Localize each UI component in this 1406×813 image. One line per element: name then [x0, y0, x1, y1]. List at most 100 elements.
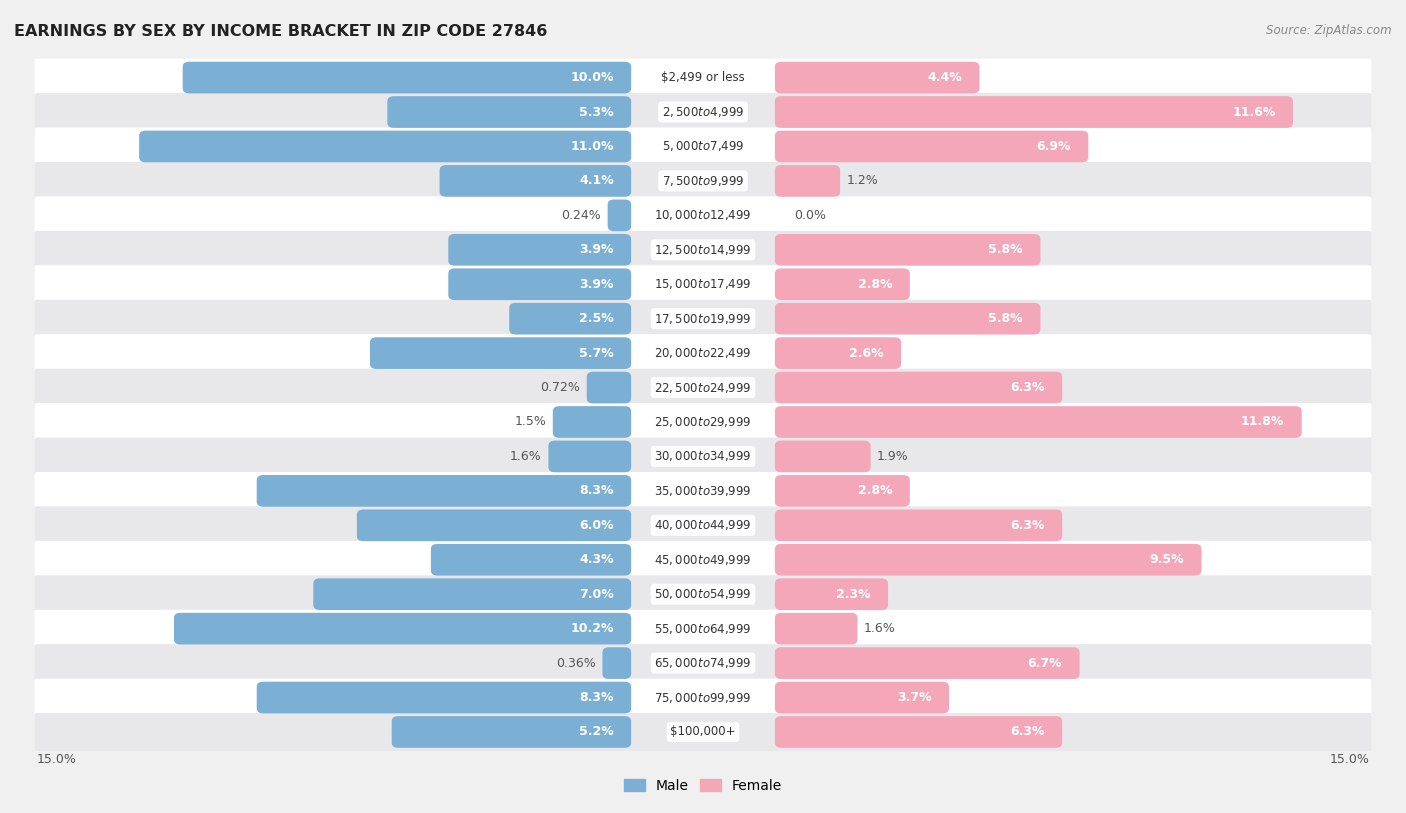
FancyBboxPatch shape — [449, 268, 631, 300]
Text: 9.5%: 9.5% — [1150, 554, 1184, 567]
Text: $20,000 to $22,499: $20,000 to $22,499 — [654, 346, 752, 360]
FancyBboxPatch shape — [553, 406, 631, 438]
FancyBboxPatch shape — [35, 713, 1371, 751]
Text: $75,000 to $99,999: $75,000 to $99,999 — [654, 690, 752, 705]
Text: 3.9%: 3.9% — [579, 243, 614, 256]
Text: 5.8%: 5.8% — [988, 243, 1024, 256]
FancyBboxPatch shape — [35, 403, 1371, 441]
Text: 5.8%: 5.8% — [988, 312, 1024, 325]
Text: $5,000 to $7,499: $5,000 to $7,499 — [662, 140, 744, 154]
FancyBboxPatch shape — [775, 268, 910, 300]
Text: 1.6%: 1.6% — [865, 622, 896, 635]
FancyBboxPatch shape — [183, 62, 631, 93]
Text: 10.2%: 10.2% — [571, 622, 614, 635]
FancyBboxPatch shape — [257, 681, 631, 713]
Text: 10.0%: 10.0% — [571, 71, 614, 84]
Text: 8.3%: 8.3% — [579, 691, 614, 704]
Text: 6.3%: 6.3% — [1011, 381, 1045, 394]
Text: $2,500 to $4,999: $2,500 to $4,999 — [662, 105, 744, 119]
Text: 8.3%: 8.3% — [579, 485, 614, 498]
FancyBboxPatch shape — [607, 199, 631, 231]
FancyBboxPatch shape — [35, 679, 1371, 716]
FancyBboxPatch shape — [35, 128, 1371, 165]
FancyBboxPatch shape — [586, 372, 631, 403]
FancyBboxPatch shape — [35, 265, 1371, 303]
Text: $22,500 to $24,999: $22,500 to $24,999 — [654, 380, 752, 394]
Text: 5.3%: 5.3% — [579, 106, 614, 119]
Text: 6.0%: 6.0% — [579, 519, 614, 532]
FancyBboxPatch shape — [35, 506, 1371, 544]
Text: $55,000 to $64,999: $55,000 to $64,999 — [654, 622, 752, 636]
Text: $12,500 to $14,999: $12,500 to $14,999 — [654, 243, 752, 257]
FancyBboxPatch shape — [430, 544, 631, 576]
FancyBboxPatch shape — [35, 610, 1371, 648]
FancyBboxPatch shape — [775, 372, 1062, 403]
Text: 6.7%: 6.7% — [1028, 657, 1062, 670]
Text: 3.7%: 3.7% — [897, 691, 932, 704]
FancyBboxPatch shape — [775, 62, 980, 93]
Text: $2,499 or less: $2,499 or less — [661, 71, 745, 84]
FancyBboxPatch shape — [775, 337, 901, 369]
FancyBboxPatch shape — [775, 647, 1080, 679]
Text: 4.3%: 4.3% — [579, 554, 614, 567]
Text: 2.8%: 2.8% — [858, 485, 893, 498]
Text: $15,000 to $17,499: $15,000 to $17,499 — [654, 277, 752, 291]
Text: 4.1%: 4.1% — [579, 175, 614, 188]
Text: 5.7%: 5.7% — [579, 346, 614, 359]
FancyBboxPatch shape — [775, 578, 889, 610]
FancyBboxPatch shape — [775, 234, 1040, 266]
Text: 0.24%: 0.24% — [561, 209, 602, 222]
Text: 1.6%: 1.6% — [510, 450, 541, 463]
FancyBboxPatch shape — [314, 578, 631, 610]
Text: 6.3%: 6.3% — [1011, 519, 1045, 532]
Text: $40,000 to $44,999: $40,000 to $44,999 — [654, 519, 752, 533]
Text: 4.4%: 4.4% — [928, 71, 962, 84]
FancyBboxPatch shape — [775, 302, 1040, 334]
Text: 2.5%: 2.5% — [579, 312, 614, 325]
FancyBboxPatch shape — [775, 681, 949, 713]
Text: 0.72%: 0.72% — [540, 381, 581, 394]
FancyBboxPatch shape — [35, 644, 1371, 682]
Text: $45,000 to $49,999: $45,000 to $49,999 — [654, 553, 752, 567]
Text: EARNINGS BY SEX BY INCOME BRACKET IN ZIP CODE 27846: EARNINGS BY SEX BY INCOME BRACKET IN ZIP… — [14, 24, 547, 39]
Text: $10,000 to $12,499: $10,000 to $12,499 — [654, 208, 752, 222]
FancyBboxPatch shape — [35, 472, 1371, 510]
FancyBboxPatch shape — [548, 441, 631, 472]
Text: $100,000+: $100,000+ — [671, 725, 735, 738]
FancyBboxPatch shape — [509, 302, 631, 334]
FancyBboxPatch shape — [602, 647, 631, 679]
Text: 7.0%: 7.0% — [579, 588, 614, 601]
FancyBboxPatch shape — [35, 576, 1371, 613]
FancyBboxPatch shape — [35, 334, 1371, 372]
Text: 2.6%: 2.6% — [849, 346, 884, 359]
Text: 2.3%: 2.3% — [837, 588, 870, 601]
FancyBboxPatch shape — [35, 437, 1371, 476]
Text: $7,500 to $9,999: $7,500 to $9,999 — [662, 174, 744, 188]
Text: $65,000 to $74,999: $65,000 to $74,999 — [654, 656, 752, 670]
FancyBboxPatch shape — [357, 510, 631, 541]
FancyBboxPatch shape — [35, 59, 1371, 97]
FancyBboxPatch shape — [775, 716, 1062, 748]
Text: $17,500 to $19,999: $17,500 to $19,999 — [654, 311, 752, 326]
FancyBboxPatch shape — [775, 510, 1062, 541]
FancyBboxPatch shape — [370, 337, 631, 369]
FancyBboxPatch shape — [174, 613, 631, 645]
FancyBboxPatch shape — [775, 165, 841, 197]
Text: $25,000 to $29,999: $25,000 to $29,999 — [654, 415, 752, 429]
FancyBboxPatch shape — [775, 544, 1202, 576]
FancyBboxPatch shape — [775, 475, 910, 506]
FancyBboxPatch shape — [35, 231, 1371, 269]
FancyBboxPatch shape — [775, 96, 1294, 128]
Text: 11.0%: 11.0% — [571, 140, 614, 153]
FancyBboxPatch shape — [775, 131, 1088, 163]
FancyBboxPatch shape — [387, 96, 631, 128]
Text: 6.9%: 6.9% — [1036, 140, 1071, 153]
FancyBboxPatch shape — [775, 406, 1302, 438]
FancyBboxPatch shape — [35, 197, 1371, 234]
FancyBboxPatch shape — [35, 541, 1371, 579]
Text: 1.9%: 1.9% — [877, 450, 908, 463]
Text: 0.36%: 0.36% — [557, 657, 596, 670]
Text: Source: ZipAtlas.com: Source: ZipAtlas.com — [1267, 24, 1392, 37]
Text: 15.0%: 15.0% — [37, 754, 77, 767]
FancyBboxPatch shape — [449, 234, 631, 266]
